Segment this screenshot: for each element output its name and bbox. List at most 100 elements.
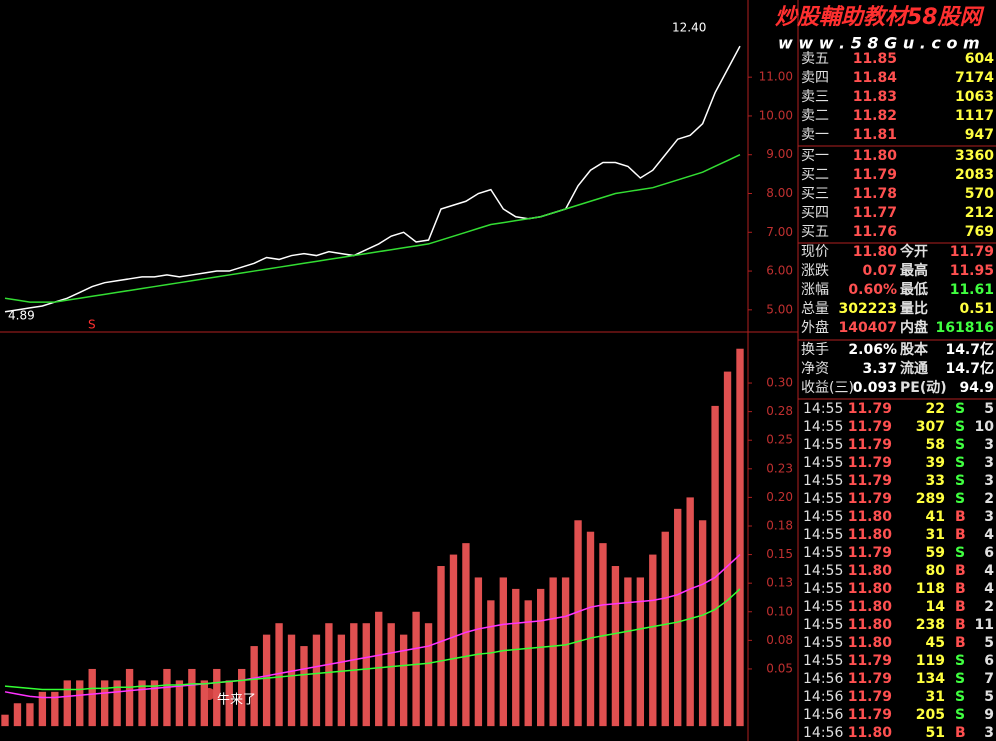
cell: 205 bbox=[916, 707, 945, 723]
cell: 3 bbox=[984, 437, 994, 453]
series-line bbox=[4, 554, 741, 699]
cell: 2.06% bbox=[848, 342, 897, 358]
volume-bar bbox=[686, 497, 694, 727]
cell: 11.80 bbox=[848, 581, 893, 597]
cell: 10 bbox=[975, 419, 995, 435]
cell: 302223 bbox=[839, 301, 897, 317]
volume-bar bbox=[63, 680, 71, 727]
volume-bar bbox=[163, 668, 171, 727]
cell: 收益(三) bbox=[801, 380, 854, 396]
cell: 11.79 bbox=[848, 545, 892, 561]
cell: 31 bbox=[926, 689, 945, 705]
volume-bar bbox=[138, 680, 146, 727]
volume-bar bbox=[188, 668, 196, 727]
annotation: 4.89 bbox=[8, 309, 35, 323]
cell: 51 bbox=[926, 725, 945, 741]
cell: 14.7亿 bbox=[945, 341, 994, 358]
cell: 45 bbox=[926, 635, 945, 651]
cell: 14:55 bbox=[803, 455, 843, 471]
cell: 769 bbox=[965, 224, 994, 240]
cell: 卖二 bbox=[801, 108, 829, 124]
cell: 2083 bbox=[955, 167, 994, 183]
cell: 11.76 bbox=[853, 224, 897, 240]
cell: PE(动) bbox=[900, 379, 947, 396]
cell: 119 bbox=[916, 653, 945, 669]
cell: 卖三 bbox=[801, 89, 829, 105]
cell: 11.79 bbox=[848, 401, 892, 417]
volume-bar bbox=[624, 577, 632, 727]
volume-bar bbox=[287, 634, 296, 727]
volume-bar bbox=[300, 646, 308, 727]
cell: 307 bbox=[916, 419, 945, 435]
cell: 14:55 bbox=[803, 599, 843, 615]
cell: 9 bbox=[984, 707, 994, 723]
cell: 5 bbox=[984, 401, 994, 417]
volume-bar bbox=[698, 520, 707, 727]
y-tick-label: 0.15 bbox=[766, 547, 793, 561]
cell: 14:55 bbox=[803, 617, 843, 633]
cell: 14:56 bbox=[803, 671, 843, 687]
cell: B bbox=[955, 527, 966, 543]
cell: 11.80 bbox=[848, 509, 893, 525]
cell: 39 bbox=[926, 455, 945, 471]
cell: 卖五 bbox=[801, 51, 829, 67]
volume-bar bbox=[387, 623, 395, 727]
cell: 外盘 bbox=[801, 319, 829, 336]
cell: 80 bbox=[926, 563, 946, 579]
volume-bar bbox=[325, 623, 333, 727]
volume-bar bbox=[150, 680, 159, 727]
series-line bbox=[4, 588, 741, 691]
cell: 31 bbox=[926, 527, 945, 543]
watermark-title: 炒股輔助教材58股网 bbox=[775, 5, 985, 30]
volume-bar bbox=[250, 646, 258, 727]
cell: 3 bbox=[984, 509, 994, 525]
volume-bar bbox=[238, 668, 246, 727]
y-tick-label: 0.25 bbox=[766, 433, 793, 447]
cell: 6 bbox=[984, 653, 994, 669]
cell: 11.80 bbox=[848, 725, 893, 741]
cell: 14:55 bbox=[803, 581, 843, 597]
cell: 11.82 bbox=[853, 108, 897, 124]
cell: 11.95 bbox=[950, 263, 994, 279]
cell: 11.79 bbox=[848, 419, 892, 435]
y-tick-label: 8.00 bbox=[766, 186, 793, 200]
cell: B bbox=[955, 509, 966, 525]
cell: 14:56 bbox=[803, 689, 843, 705]
volume-bar bbox=[337, 634, 346, 727]
cell: 11.79 bbox=[950, 244, 994, 260]
y-tick-label: 0.18 bbox=[766, 518, 793, 532]
cell: 内盘 bbox=[900, 319, 928, 336]
cell: 134 bbox=[916, 671, 945, 687]
cell: 11.79 bbox=[848, 653, 892, 669]
cell: S bbox=[955, 545, 965, 561]
cell: 570 bbox=[965, 186, 994, 202]
cell: 33 bbox=[926, 473, 945, 489]
cell: 3 bbox=[984, 473, 994, 489]
cell: 212 bbox=[965, 205, 994, 221]
volume-bar bbox=[561, 577, 570, 727]
y-tick-label: 7.00 bbox=[766, 225, 793, 239]
cell: 947 bbox=[965, 127, 994, 143]
cell: 0.093 bbox=[853, 380, 897, 396]
volume-bar bbox=[586, 531, 595, 727]
cell: 238 bbox=[916, 617, 945, 633]
cell: 买一 bbox=[801, 148, 829, 164]
volume-bar bbox=[350, 623, 358, 727]
cell: 11.79 bbox=[853, 167, 897, 183]
volume-bar bbox=[26, 703, 34, 727]
y-tick-label: 0.10 bbox=[766, 604, 793, 618]
volume-bar bbox=[661, 531, 669, 727]
cell: 11.79 bbox=[848, 437, 892, 453]
cell: 11.79 bbox=[848, 689, 892, 705]
y-tick-label: 5.00 bbox=[766, 302, 793, 316]
cell: S bbox=[955, 455, 965, 471]
volume-bar bbox=[225, 680, 233, 727]
volume-bar bbox=[113, 680, 121, 727]
y-tick-label: 0.08 bbox=[766, 633, 793, 647]
cell: 11.81 bbox=[853, 127, 897, 143]
cell: 11.79 bbox=[848, 491, 892, 507]
volume-bar bbox=[399, 634, 408, 727]
cell: 161816 bbox=[936, 320, 994, 336]
cell: 11.79 bbox=[848, 455, 892, 471]
